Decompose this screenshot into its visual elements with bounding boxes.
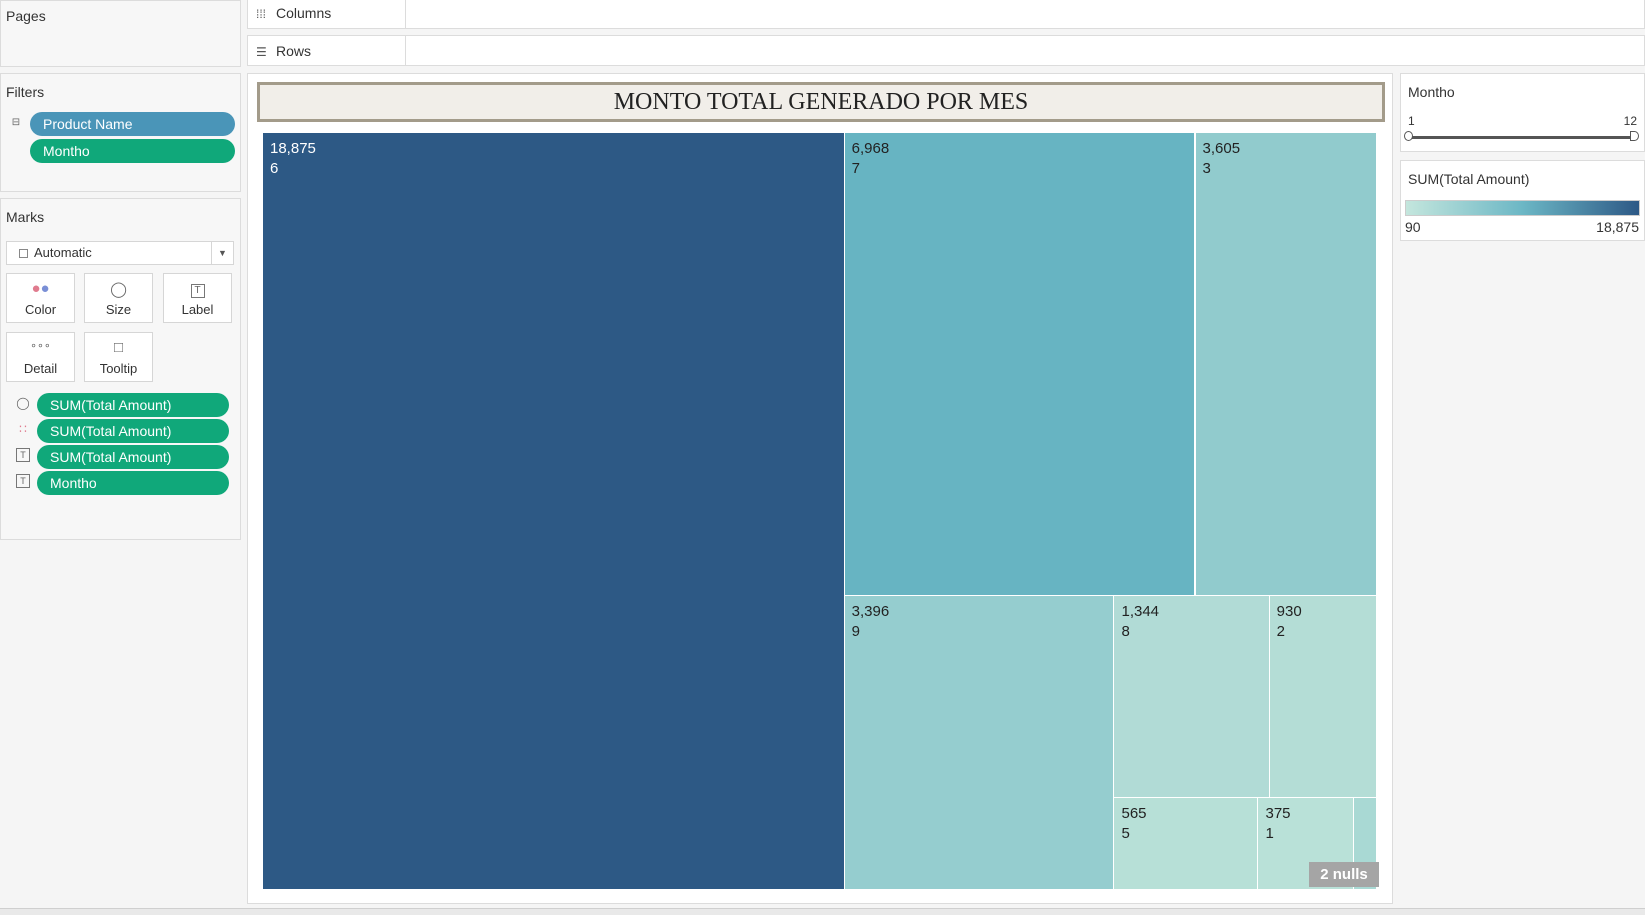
marks-color-button[interactable]: ●● Color: [6, 273, 75, 323]
treemap: 18,875 6 6,968 7 3,605 3 3,396 9 1,344 8 930 2 565 5 3…: [263, 133, 1377, 890]
treemap-month-label: 7: [851, 160, 861, 177]
color-legend-title: SUM(Total Amount): [1408, 171, 1530, 187]
treemap-value-label: 565: [1121, 805, 1147, 823]
view-area[interactable]: MONTO TOTAL GENERADO POR MES 18,875 6 6,96…: [247, 73, 1393, 904]
treemap-value-label: 3,605: [1202, 140, 1241, 157]
pages-panel[interactable]: Pages: [0, 0, 241, 67]
treemap-month-label: 3: [1202, 160, 1211, 177]
montho-slider-handle-min[interactable]: [1404, 131, 1413, 141]
label-icon: T: [16, 474, 30, 488]
columns-shelf-label: ⁞⁞⁞ Columns: [248, 0, 406, 28]
treemap-cell-month-9[interactable]: 3,396 9: [844, 596, 1115, 890]
treemap-month-label: 1: [1265, 825, 1274, 843]
marks-size-button[interactable]: ◯ Size: [84, 273, 153, 323]
rows-icon: ☰: [256, 45, 267, 59]
marks-card-size[interactable]: SUM(Total Amount): [37, 393, 229, 417]
filters-title: Filters: [6, 84, 45, 100]
treemap-value-label: 930: [1276, 603, 1302, 621]
filters-panel[interactable]: Filters ⊟ Product Name Montho: [0, 73, 241, 192]
mark-type-select[interactable]: Automatic ▼: [6, 241, 234, 265]
view-title: MONTO TOTAL GENERADO POR MES: [257, 82, 1385, 122]
filter-expand-icon[interactable]: ⊟: [11, 117, 21, 128]
treemap-month-label: 8: [1121, 623, 1130, 641]
nulls-indicator[interactable]: 2 nulls: [1309, 862, 1379, 887]
montho-slider-handle-max[interactable]: [1630, 131, 1639, 141]
marks-card-label-montho[interactable]: Montho: [37, 471, 229, 495]
treemap-value-label: 3,396: [851, 603, 890, 621]
rows-shelf-label: ☰ Rows: [248, 36, 406, 65]
treemap-month-label: 6: [270, 160, 279, 177]
columns-icon: ⁞⁞⁞: [256, 7, 267, 21]
montho-range-slider[interactable]: [1409, 136, 1633, 139]
montho-filter-card[interactable]: Montho 1 12: [1400, 73, 1645, 152]
mark-type-icon: [19, 249, 28, 258]
treemap-cell-month-8[interactable]: 1,344 8: [1114, 596, 1270, 799]
tooltip-icon: □: [113, 339, 124, 356]
treemap-cell-month-1[interactable]: 375 1: [1258, 798, 1355, 890]
treemap-value-label: 375: [1265, 805, 1291, 823]
label-icon: T: [16, 448, 30, 462]
treemap-cell-month-5[interactable]: 565 5: [1114, 798, 1259, 890]
color-legend-max: 18,875: [1596, 219, 1639, 235]
pages-title: Pages: [6, 8, 46, 24]
marks-title: Marks: [6, 209, 45, 225]
size-icon: ◯: [16, 396, 30, 410]
marks-card-color[interactable]: SUM(Total Amount): [37, 419, 229, 443]
color-icon: ●●: [31, 280, 50, 297]
color-legend-ramp: [1405, 200, 1640, 216]
color-legend-card[interactable]: SUM(Total Amount) 90 18,875: [1400, 160, 1645, 241]
marks-panel[interactable]: Marks Automatic ▼ ●● Color ◯ Size T Labe…: [0, 198, 241, 540]
label-icon: T: [164, 274, 231, 302]
marks-detail-button[interactable]: ∘∘∘ Detail: [6, 332, 75, 382]
treemap-value-label: 6,968: [851, 140, 890, 157]
montho-filter-max: 12: [1623, 114, 1637, 128]
treemap-cell-month-7[interactable]: 6,968 7: [844, 133, 1196, 597]
sheet-tab-strip[interactable]: [0, 908, 1645, 915]
treemap-value-label: 1,344: [1121, 603, 1160, 621]
rows-shelf[interactable]: ☰ Rows: [247, 35, 1645, 66]
treemap-cell-month-3[interactable]: 3,605 3: [1195, 133, 1377, 597]
detail-icon: ∘∘∘: [30, 340, 51, 352]
marks-card-label-amount[interactable]: SUM(Total Amount): [37, 445, 229, 469]
treemap-month-label: 2: [1276, 623, 1285, 641]
treemap-month-label: 9: [851, 623, 861, 641]
marks-tooltip-button[interactable]: □ Tooltip: [84, 332, 153, 382]
treemap-cell-month-6[interactable]: 18,875 6: [263, 133, 845, 890]
size-icon: ◯: [110, 281, 127, 298]
filter-pill-product-name[interactable]: Product Name: [30, 112, 235, 136]
treemap-month-label: 5: [1121, 825, 1130, 843]
filter-pill-montho[interactable]: Montho: [30, 139, 235, 163]
montho-filter-min: 1: [1408, 114, 1415, 128]
chevron-down-icon: ▼: [211, 242, 233, 264]
columns-shelf[interactable]: ⁞⁞⁞ Columns: [247, 0, 1645, 29]
color-legend-min: 90: [1405, 219, 1421, 235]
treemap-value-label: 18,875: [270, 140, 316, 157]
montho-filter-title: Montho: [1408, 84, 1455, 100]
color-icon: ∷: [19, 422, 27, 436]
treemap-cell-month-2[interactable]: 930 2: [1269, 596, 1377, 799]
marks-label-button[interactable]: T Label: [163, 273, 232, 323]
